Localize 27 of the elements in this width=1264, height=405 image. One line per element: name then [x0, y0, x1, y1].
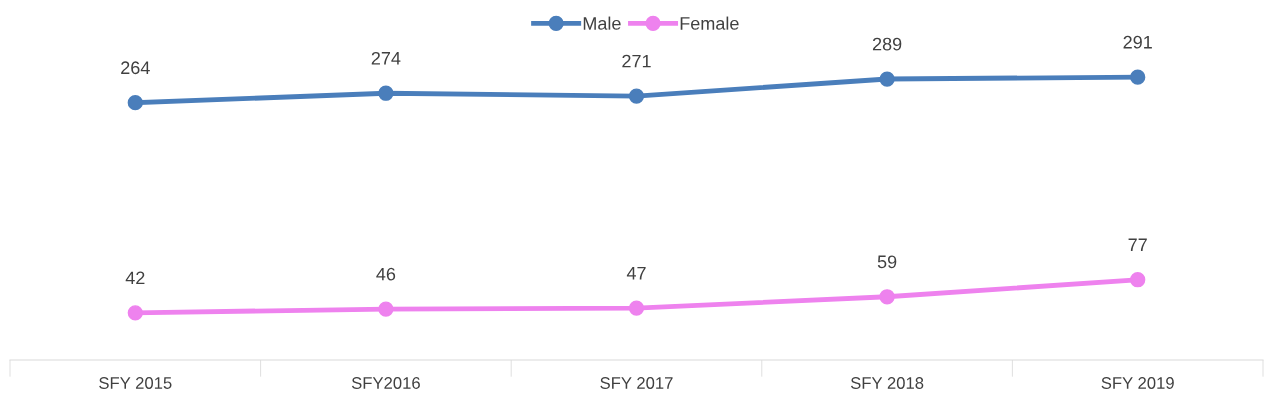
x-tick-label: SFY2016 — [351, 377, 420, 389]
data-label: 274 — [371, 51, 401, 65]
point — [628, 88, 645, 104]
data-label: 46 — [376, 267, 396, 281]
point — [378, 85, 394, 101]
legend-label: Female — [680, 16, 739, 30]
data-label: 291 — [1123, 35, 1152, 49]
data-label: 77 — [1128, 238, 1147, 251]
data-label: 59 — [877, 255, 897, 269]
point — [378, 301, 394, 317]
point — [879, 289, 895, 305]
legend-label: Male — [583, 16, 621, 30]
x-tick-label: SFY 2018 — [850, 377, 924, 389]
x-tick-label: SFY 2017 — [600, 377, 673, 389]
point — [127, 95, 143, 111]
x-tick-label: SFY 2015 — [99, 377, 172, 389]
x-tick-label: SFY 2019 — [1101, 377, 1174, 389]
data-label: 289 — [872, 37, 902, 51]
data-label: 271 — [622, 54, 651, 68]
point — [127, 305, 143, 321]
data-label: 264 — [121, 61, 150, 75]
point — [1130, 272, 1146, 288]
data-label: 42 — [125, 271, 145, 285]
point — [628, 300, 645, 316]
point — [879, 71, 895, 87]
point — [1130, 69, 1146, 85]
data-label: 47 — [626, 266, 646, 280]
